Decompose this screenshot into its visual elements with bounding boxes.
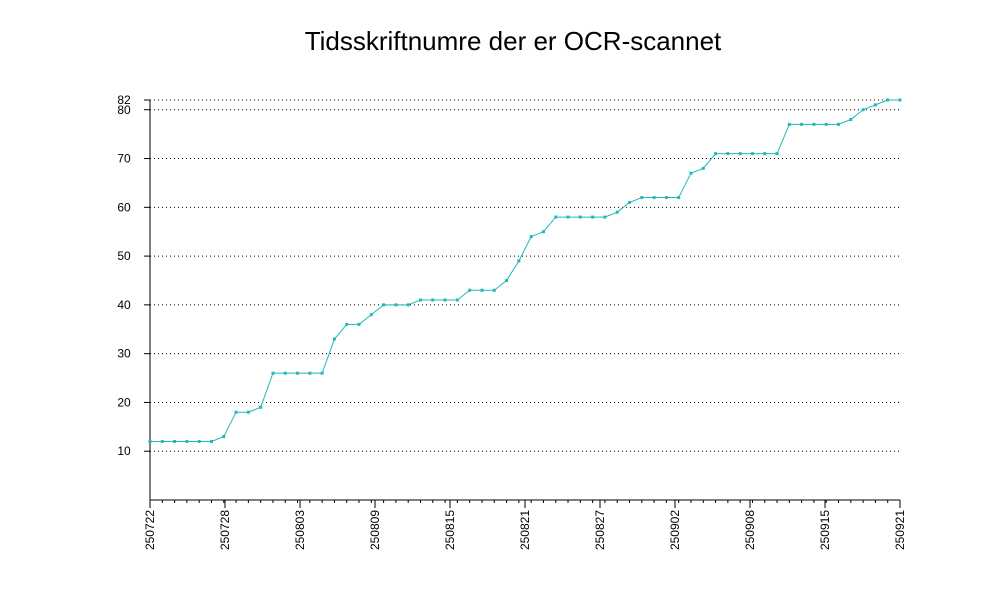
data-point — [849, 118, 853, 122]
data-point — [505, 278, 509, 282]
data-point — [861, 108, 865, 112]
data-point — [824, 122, 828, 126]
x-tick-label: 250803 — [293, 510, 307, 550]
data-point — [738, 152, 742, 156]
data-point — [492, 288, 496, 292]
data-point — [529, 235, 533, 239]
data-point — [468, 288, 472, 292]
x-tick-label: 250827 — [593, 510, 607, 550]
data-point — [812, 122, 816, 126]
y-tick-label: 70 — [117, 152, 131, 166]
chart-title: Tidsskriftnumre der er OCR-scannet — [305, 26, 722, 56]
data-point — [160, 439, 164, 443]
x-tick-label: 250815 — [443, 510, 457, 550]
data-point — [197, 439, 201, 443]
x-tick-label: 250921 — [893, 510, 907, 550]
series-line — [150, 99, 900, 442]
data-point — [603, 215, 607, 219]
data-point — [726, 152, 730, 156]
x-tick-label: 250908 — [743, 510, 757, 550]
data-point — [714, 152, 718, 156]
data-point — [382, 303, 386, 307]
y-tick-label: 82 — [117, 93, 131, 107]
x-tick-label: 250902 — [668, 510, 682, 550]
data-point — [615, 210, 619, 214]
y-tick-label: 30 — [117, 347, 131, 361]
gridlines — [150, 99, 900, 452]
data-point — [898, 98, 902, 102]
data-point — [517, 259, 521, 263]
data-point — [246, 410, 250, 414]
data-point — [566, 215, 570, 219]
data-point — [222, 435, 226, 439]
y-tick-label: 50 — [117, 249, 131, 263]
x-tick-label: 250809 — [368, 510, 382, 550]
data-point — [431, 298, 435, 302]
data-point — [320, 371, 324, 375]
y-tick-label: 60 — [117, 200, 131, 214]
data-point — [652, 196, 656, 200]
y-tick-label: 10 — [117, 444, 131, 458]
data-point — [332, 337, 336, 341]
data-point — [763, 152, 767, 156]
data-point — [443, 298, 447, 302]
data-point — [800, 122, 804, 126]
data-point — [369, 313, 373, 317]
data-point — [591, 215, 595, 219]
data-point — [418, 298, 422, 302]
data-point — [148, 439, 152, 443]
data-point — [701, 166, 705, 170]
y-tick-label: 20 — [117, 395, 131, 409]
data-point — [775, 152, 779, 156]
x-tick-label: 250728 — [218, 510, 232, 550]
data-point — [296, 371, 300, 375]
data-point — [271, 371, 275, 375]
data-point — [628, 200, 632, 204]
data-point — [308, 371, 312, 375]
data-point — [873, 103, 877, 107]
y-tick-label: 80 — [117, 103, 131, 117]
data-point — [394, 303, 398, 307]
data-point — [677, 196, 681, 200]
data-point — [554, 215, 558, 219]
x-tick-label: 250915 — [818, 510, 832, 550]
data-point — [750, 152, 754, 156]
data-point — [886, 98, 890, 102]
data-point — [259, 405, 263, 409]
x-tick-label: 250821 — [518, 510, 532, 550]
data-point — [173, 439, 177, 443]
data-point — [541, 230, 545, 234]
data-point — [455, 298, 459, 302]
data-point — [283, 371, 287, 375]
data-point — [640, 196, 644, 200]
data-point — [837, 122, 841, 126]
y-tick-label: 40 — [117, 298, 131, 312]
data-point — [406, 303, 410, 307]
data-point — [185, 439, 189, 443]
data-point — [345, 322, 349, 326]
x-tick-label: 250722 — [143, 510, 157, 550]
data-point — [689, 171, 693, 175]
x-axis-ticks: 250722 250728 250803 250809 250815 250821 2508… — [143, 500, 907, 550]
data-point — [234, 410, 238, 414]
data-point — [578, 215, 582, 219]
data-point — [357, 322, 361, 326]
data-point — [664, 196, 668, 200]
series-group — [148, 98, 902, 443]
data-point — [787, 122, 791, 126]
data-point — [209, 439, 213, 443]
axes — [149, 100, 900, 501]
data-point — [480, 288, 484, 292]
